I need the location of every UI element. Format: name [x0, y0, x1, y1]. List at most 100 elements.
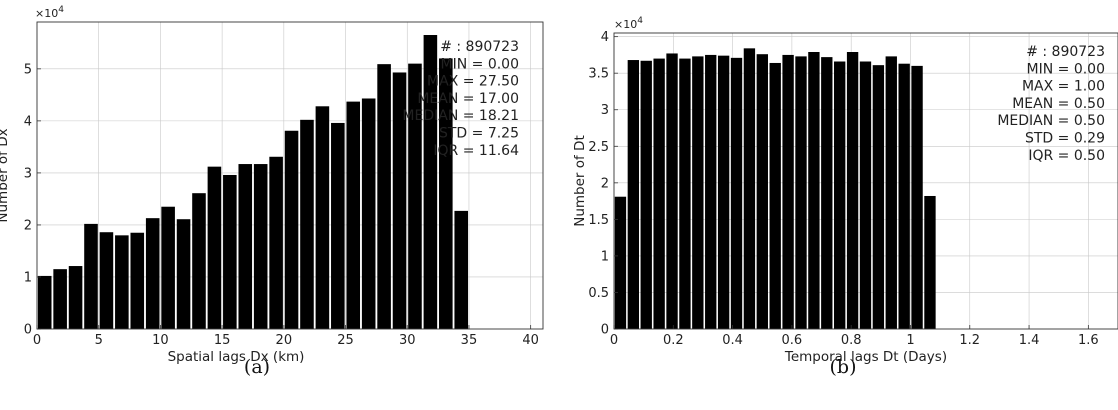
stats-line: MEDIAN = 18.21: [402, 108, 519, 124]
histogram-bar: [859, 61, 872, 330]
y-axis-multiplier: ×104: [614, 16, 643, 31]
histogram-bar: [192, 193, 206, 329]
histogram-bar: [408, 63, 422, 330]
y-tick-label: 2: [24, 218, 32, 233]
histogram-bar: [68, 266, 83, 329]
histogram-bar: [666, 53, 678, 329]
x-tick-label: 1.2: [959, 333, 980, 348]
x-axis-label: Spatial lags Dx (km): [168, 349, 305, 365]
x-tick-label: 1: [906, 333, 914, 348]
y-axis-label: Number of Dt: [572, 135, 588, 227]
stats-line: MIN = 0.00: [1027, 61, 1105, 77]
y-tick-label: 0: [24, 323, 32, 338]
x-tick-label: 0.4: [722, 333, 743, 348]
histogram-bar: [176, 219, 191, 329]
histogram-bar: [315, 106, 330, 329]
x-tick-label: 25: [337, 333, 354, 348]
stats-line: # : 890723: [440, 39, 519, 55]
histogram-bar: [872, 65, 885, 330]
x-tick-label: 40: [522, 333, 539, 348]
stats-line: MAX = 1.00: [1022, 79, 1105, 95]
y-tick-label: 1: [601, 249, 609, 264]
histogram-bar: [614, 196, 627, 329]
histogram-bar: [284, 130, 299, 329]
histogram-bar: [392, 72, 407, 330]
y-tick-label: 5: [24, 62, 32, 77]
histogram-bar: [834, 61, 846, 330]
x-tick-label: 0.2: [663, 333, 684, 348]
histogram-bar: [782, 54, 794, 329]
axes-box: [613, 32, 1118, 330]
histogram-bar: [795, 56, 807, 329]
histogram-bar: [238, 164, 253, 329]
x-tick-label: 1.6: [1078, 333, 1099, 348]
panel-a: 0 5 10 15 20 25 30 35 40 0 1 2 3 4 5 ×104 Spatial lags D…: [0, 5, 544, 378]
histogram-bar: [53, 269, 67, 329]
x-tick-label: 15: [214, 333, 231, 348]
y-tick-label: 3: [24, 166, 32, 181]
histogram-bar: [692, 56, 704, 329]
x-tick-label: 0.8: [841, 333, 862, 348]
histogram-bar: [730, 57, 743, 329]
stats-line: MEAN = 17.00: [417, 91, 519, 107]
histogram-bar: [99, 232, 114, 329]
histogram-bar: [207, 166, 222, 329]
histogram-bar: [439, 58, 453, 329]
histogram-bar: [346, 101, 361, 329]
stats-line: MIN = 0.00: [441, 56, 519, 72]
stats-line: # : 890723: [1026, 44, 1105, 60]
histogram-bar: [653, 58, 665, 329]
histogram-bar: [331, 122, 345, 329]
histogram-bar: [269, 156, 283, 329]
histogram-bar: [756, 54, 768, 329]
stats-line: MEAN = 0.50: [1012, 96, 1105, 112]
histogram-bar: [130, 232, 145, 329]
histogram-bar: [300, 119, 314, 329]
figure-caption: (a): [244, 356, 270, 378]
histogram-bar: [821, 57, 833, 329]
y-axis-multiplier: ×104: [35, 5, 64, 20]
histogram-bar: [743, 48, 756, 330]
y-tick-label: 2: [601, 176, 609, 191]
histogram-bar: [223, 174, 237, 329]
histogram-bar: [377, 64, 391, 329]
x-tick-label: 30: [399, 333, 416, 348]
histogram-bar: [769, 62, 781, 330]
stats-line: IQR = 11.64: [433, 143, 519, 159]
y-tick-label: 0: [601, 323, 609, 338]
histogram-bar: [885, 56, 897, 329]
histogram-bar: [898, 63, 910, 330]
y-tick-label: 3.5: [588, 67, 609, 82]
x-tick-label: 10: [152, 333, 169, 348]
y-tick-label: 1.5: [588, 213, 609, 228]
figure-caption: (b): [830, 356, 857, 378]
stats-line: STD = 7.25: [439, 126, 519, 142]
stats-line: MAX = 27.50: [427, 74, 519, 90]
x-tick-label: 0: [33, 333, 41, 348]
y-tick-label: 3: [601, 103, 609, 118]
histogram-bar: [253, 164, 268, 329]
axes-box: [36, 21, 544, 330]
y-tick-label: 0.5: [588, 286, 609, 301]
x-tick-label: 20: [276, 333, 293, 348]
histogram-bar: [361, 98, 376, 329]
histogram-bar: [705, 54, 717, 329]
histogram-bar: [115, 235, 129, 329]
histogram-bar: [846, 52, 859, 329]
histogram-bar: [423, 35, 438, 329]
histogram-bar: [627, 60, 640, 329]
x-tick-label: 5: [95, 333, 103, 348]
histogram-bar: [145, 218, 160, 329]
x-tick-label: 1.4: [1019, 333, 1040, 348]
stats-line: MEDIAN = 0.50: [997, 113, 1105, 129]
histogram-bar: [679, 58, 691, 329]
y-tick-label: 1: [24, 270, 32, 285]
histogram-bar: [454, 210, 469, 329]
x-tick-label: 35: [461, 333, 478, 348]
histogram-bar: [37, 275, 52, 329]
x-axis-label: Temporal lags Dt (Days): [784, 349, 947, 365]
histogram-bar: [808, 52, 820, 329]
histogram-bar: [84, 223, 98, 329]
histogram-bar: [640, 60, 652, 330]
